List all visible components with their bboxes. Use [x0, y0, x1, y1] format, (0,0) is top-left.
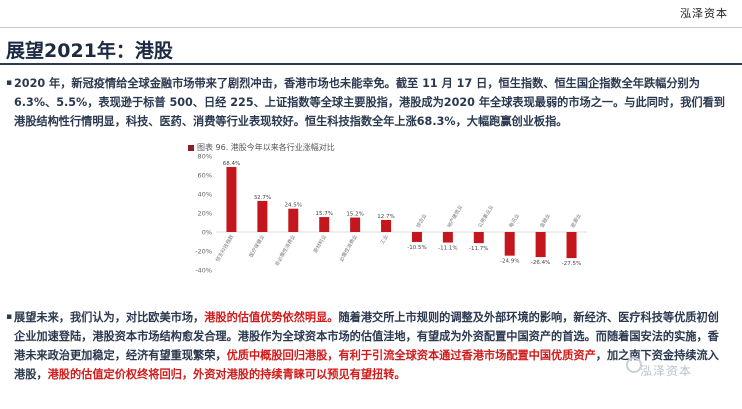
- bar: [566, 232, 577, 259]
- bar: [257, 200, 268, 232]
- bar: [411, 232, 422, 242]
- outlook-highlight-3: 港股的估值定价权终将回归，外资对港股的持续青睐可以预见有望扭转。: [47, 368, 406, 381]
- paragraph-outlook: ▪ 展望未来，我们认为，对比欧美市场，港股的估值优势依然明显。随着港交所上市规则…: [6, 308, 729, 384]
- watermark-icon: [626, 357, 642, 373]
- bar: [226, 167, 237, 232]
- category-label: 工业: [379, 234, 390, 246]
- category-label: 地产建筑业: [446, 204, 465, 229]
- chart-title-text: 图表 96. 港股今年以来各行业涨幅对比: [197, 143, 335, 152]
- bar: [535, 232, 546, 258]
- paragraph-intro: ▪ 2020 年，新冠疫情给全球金融市场带来了剧烈冲击，香港市场也未能幸免。截至…: [6, 74, 729, 131]
- y-tick-label: 80%: [198, 153, 212, 161]
- bar-value-label: 68.4%: [223, 161, 240, 167]
- outlook-highlight-2: 优质中概股回归港股，有利于引流全球资本通过香港市场配置中国优质资产: [226, 349, 596, 362]
- y-tick-label: 0%: [202, 229, 212, 237]
- bar: [350, 217, 361, 232]
- bar-value-label: -26.4%: [531, 260, 550, 266]
- category-label: 原材料业: [312, 234, 328, 255]
- outlook-text-1: 展望未来，我们认为，对比欧美市场，: [14, 311, 205, 324]
- y-tick-label: 20%: [198, 210, 212, 218]
- title-underline: [0, 63, 742, 65]
- bar: [473, 232, 484, 244]
- bar-value-label: 15.7%: [315, 211, 332, 217]
- page-title: 展望2021年：港股: [6, 40, 173, 62]
- y-tick-label: 60%: [198, 172, 212, 180]
- y-tick-label: -20%: [195, 248, 212, 256]
- bar-value-label: -10.5%: [407, 245, 426, 251]
- outlook-highlight-1: 港股的估值优势依然明显。: [204, 311, 339, 324]
- bar: [288, 208, 299, 232]
- bar-value-label: 32.7%: [254, 195, 271, 201]
- header-divider: [0, 27, 742, 28]
- y-tick-label: -40%: [195, 267, 212, 275]
- category-label: 能源业: [569, 212, 583, 229]
- outlook-text-2: 随着港交所上市规则的调整及外部环境的影响，新经济、医疗科技等优质初创企业加速登陆…: [14, 311, 719, 362]
- category-label: 综合业: [415, 212, 429, 229]
- bar-value-label: 15.2%: [346, 212, 363, 218]
- industry-bar-chart: 80% 60% 40% 20% 0% -20% -40% 68.4% 恒生科技指数 32.7% 医疗…: [195, 153, 587, 275]
- bar-value-label: -24.9%: [500, 259, 519, 265]
- y-tick-label: 40%: [198, 191, 212, 199]
- bar: [381, 219, 392, 232]
- category-label: 公用事业业: [476, 204, 495, 229]
- paragraph-intro-text: 2020 年，新冠疫情给全球金融市场带来了剧烈冲击，香港市场也未能幸免。截至 1…: [14, 77, 725, 128]
- category-label: 必需性消费业: [338, 234, 359, 263]
- category-label: 医疗保健业: [248, 234, 267, 259]
- category-label: 恒生科技指数: [214, 234, 235, 263]
- chart-legend-square: [188, 144, 194, 151]
- category-label: 电讯业: [507, 212, 521, 229]
- watermark: 泓泽资本: [640, 364, 693, 378]
- chart-title: 图表 96. 港股今年以来各行业涨幅对比: [188, 142, 335, 153]
- bar-value-label: -11.7%: [469, 246, 488, 252]
- bar: [504, 232, 515, 256]
- bar: [442, 232, 453, 243]
- bullet-icon: ▪: [6, 78, 13, 88]
- category-label: 非必需性消费业: [273, 234, 297, 268]
- category-label: 金融业: [538, 212, 552, 229]
- bar: [319, 217, 330, 232]
- brand-logo: 泓泽资本: [680, 7, 728, 20]
- bar-value-label: 12.7%: [377, 214, 394, 220]
- bullet-icon: ▪: [6, 312, 13, 322]
- bar-value-label: 24.5%: [285, 203, 302, 209]
- bar-value-label: -11.1%: [438, 246, 457, 252]
- bar-value-label: -27.5%: [562, 261, 581, 267]
- outlook-text-3: ，加之南下资金持续流入港股，: [14, 349, 719, 381]
